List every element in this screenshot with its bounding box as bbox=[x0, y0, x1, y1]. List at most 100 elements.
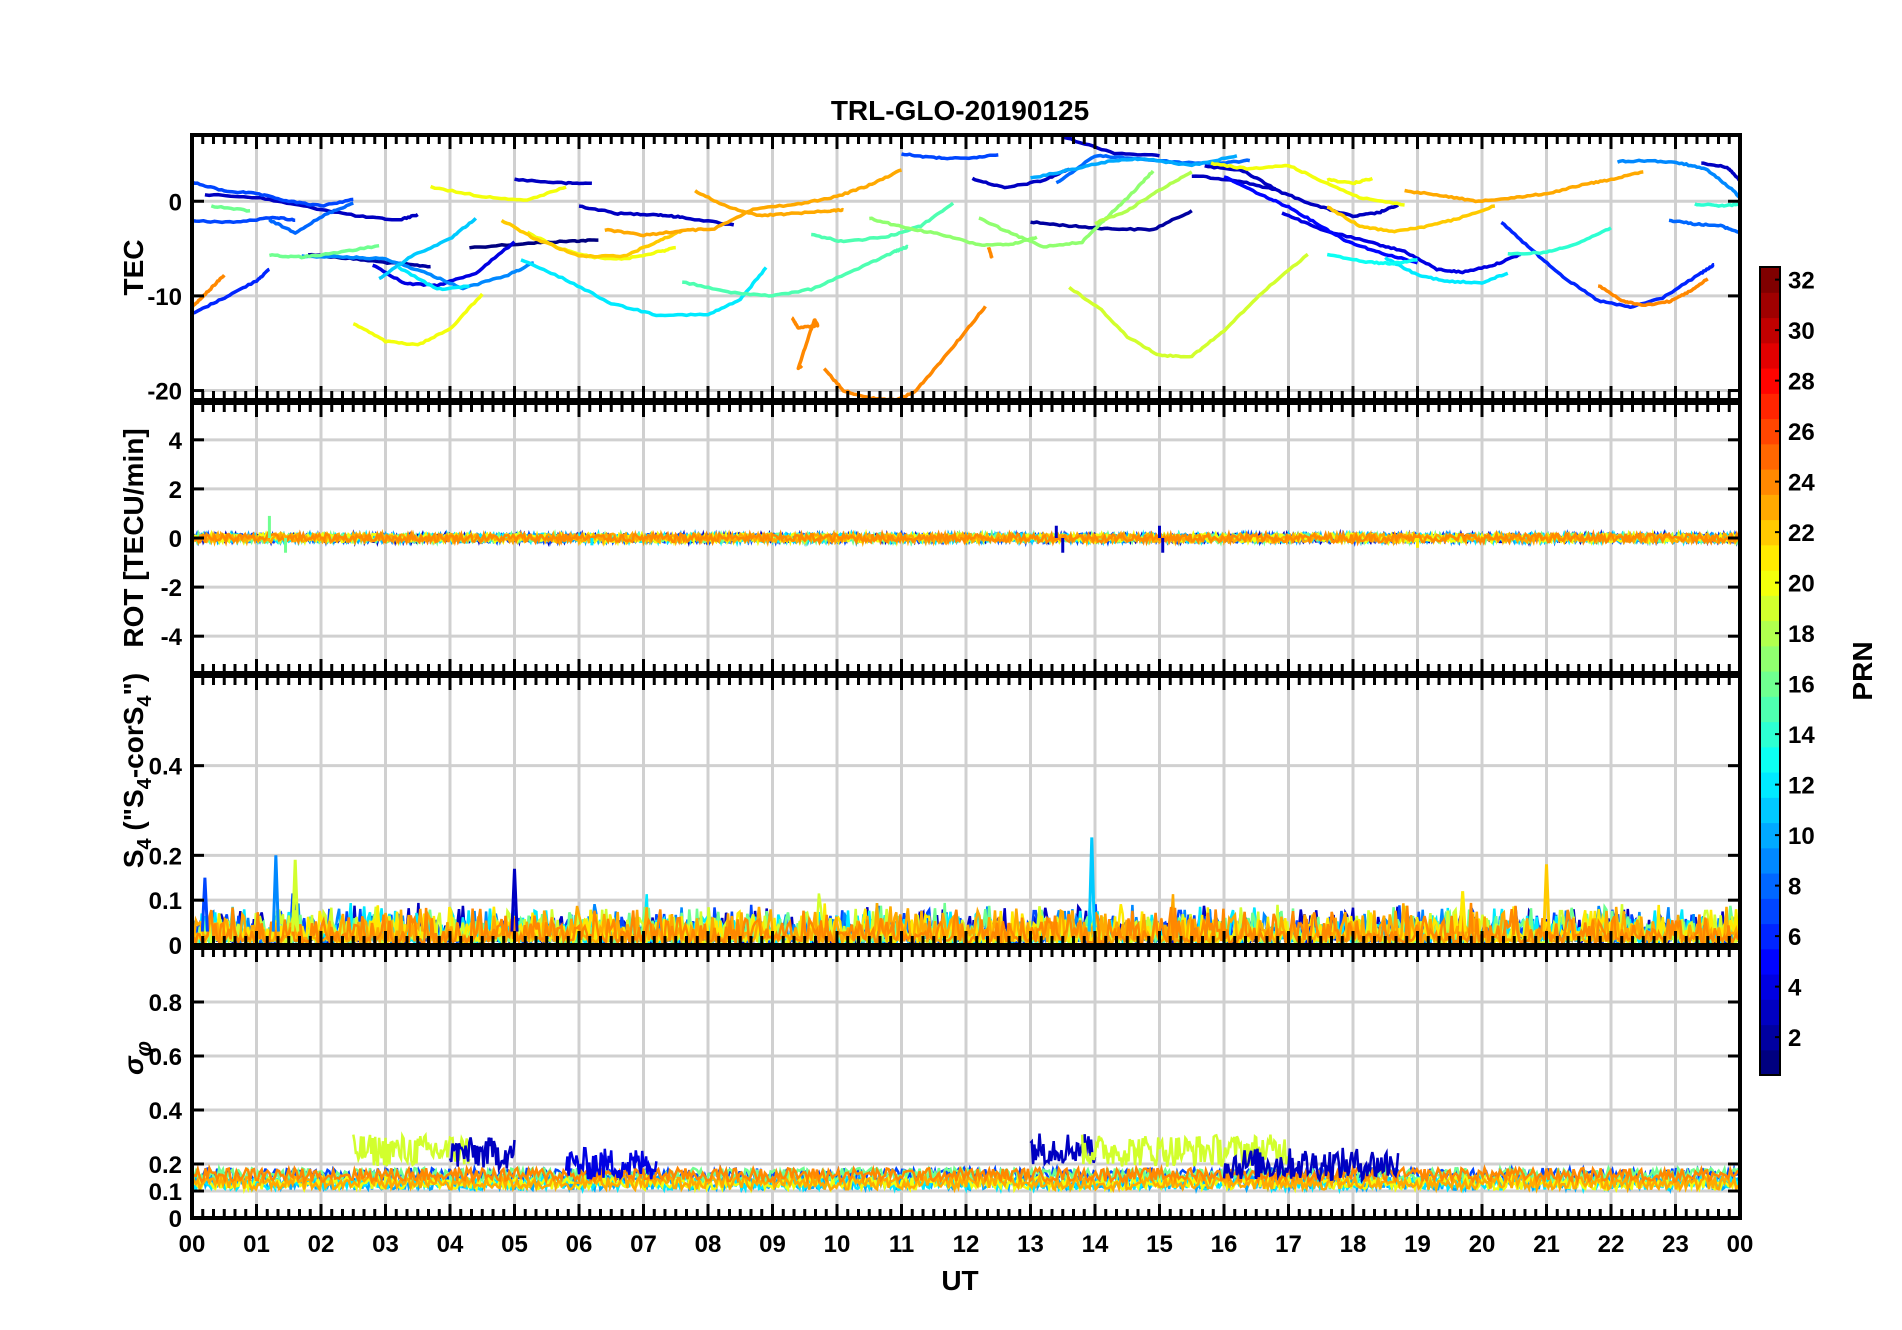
y-tick-label: 0.1 bbox=[149, 1179, 182, 1206]
colorbar-swatch bbox=[1760, 393, 1780, 420]
x-tick-label: 23 bbox=[1662, 1231, 1689, 1258]
colorbar-tick-label: 2 bbox=[1788, 1025, 1801, 1052]
x-tick-label: 08 bbox=[695, 1231, 722, 1258]
colorbar-swatch bbox=[1760, 595, 1780, 622]
colorbar-frame bbox=[1759, 266, 1781, 1076]
colorbar-tick-label: 30 bbox=[1788, 318, 1815, 345]
x-tick-label: 19 bbox=[1404, 1231, 1431, 1258]
s4-peak bbox=[291, 859, 300, 932]
x-axis-label: UT bbox=[941, 1265, 978, 1296]
tec-series-prn12 bbox=[397, 265, 470, 292]
x-tick-label: 20 bbox=[1469, 1231, 1496, 1258]
x-ticks-rot bbox=[190, 403, 1742, 673]
x-tick-label: 02 bbox=[308, 1231, 335, 1258]
tec-series-prn17 bbox=[869, 216, 1038, 248]
colorbar-swatch bbox=[1760, 948, 1780, 975]
colorbar-swatch bbox=[1760, 544, 1780, 571]
tec-series-prn12 bbox=[520, 258, 768, 318]
colorbar-tick-label: 12 bbox=[1788, 773, 1815, 800]
y-tick-label: 0.4 bbox=[149, 1098, 183, 1125]
s4-peak bbox=[271, 855, 280, 932]
tec-series-prn23 bbox=[604, 168, 902, 238]
tec-series-prn12 bbox=[1384, 256, 1509, 285]
colorbar-swatch bbox=[1760, 570, 1780, 596]
panel-tec: -20 -10 0 TEC bbox=[118, 133, 1742, 406]
tec-series-prn23 bbox=[694, 189, 845, 218]
x-tick-label: 01 bbox=[243, 1231, 270, 1258]
panel-s4: 0 0.1 0.2 0.4S4 ("S4-corS4") bbox=[118, 673, 1742, 960]
colorbar-swatch bbox=[1760, 974, 1780, 1000]
colorbar-swatch bbox=[1760, 519, 1780, 546]
tec-series-prn20 bbox=[1210, 161, 1405, 207]
tec-series-prn5 bbox=[1223, 175, 1419, 265]
y-tick-label: -4 bbox=[161, 624, 183, 651]
sigma-elevated-prn4 bbox=[564, 1146, 658, 1181]
colorbar-tick-label: 20 bbox=[1788, 571, 1815, 598]
s4-peak bbox=[1087, 837, 1096, 932]
grid-s4 bbox=[192, 676, 1740, 947]
x-tick-label: 00 bbox=[179, 1231, 206, 1258]
series-sigma_phi bbox=[192, 1131, 1740, 1195]
colorbar-tick-label: 26 bbox=[1788, 419, 1815, 446]
colorbar-swatch bbox=[1760, 822, 1780, 849]
tec-series-prn7 bbox=[192, 180, 354, 208]
tec-series-prn3 bbox=[578, 204, 735, 227]
y-tick-label: 0 bbox=[169, 1206, 182, 1233]
tec-series-prn23 bbox=[1404, 170, 1644, 204]
tec-series-prn20 bbox=[429, 184, 567, 202]
tec-series-prn24 bbox=[822, 305, 987, 400]
colorbar-swatch bbox=[1760, 494, 1780, 521]
colorbar-swatch bbox=[1760, 797, 1780, 824]
colorbar-swatch bbox=[1760, 620, 1780, 647]
tec-series-prn6 bbox=[192, 267, 271, 315]
colorbar-swatch bbox=[1760, 746, 1780, 773]
tec-series-prn1 bbox=[469, 238, 599, 250]
y-tick-label: 0.1 bbox=[149, 888, 182, 915]
tec-series-prn20 bbox=[352, 292, 484, 347]
s4-peak bbox=[200, 877, 209, 932]
x-tick-label: 14 bbox=[1082, 1231, 1109, 1258]
tec-series-prn3 bbox=[1062, 135, 1160, 158]
sigma-elevated-prn3 bbox=[448, 1137, 516, 1174]
tec-series-prn10 bbox=[1030, 154, 1238, 180]
y-axis-label-s4: S4 ("S4-corS4") bbox=[118, 673, 156, 868]
colorbar-swatch bbox=[1760, 443, 1780, 470]
tec-series-prn16 bbox=[269, 243, 380, 260]
y-tick-label: 0.8 bbox=[149, 990, 182, 1017]
colorbar-swatch bbox=[1760, 999, 1780, 1026]
y-axis-label-sigma: σφ bbox=[118, 1041, 156, 1075]
s4-peak bbox=[1542, 864, 1551, 932]
colorbar-swatch bbox=[1760, 772, 1780, 798]
chart-title: TRL-GLO-20190125 bbox=[831, 95, 1089, 126]
x-ticks-s4 bbox=[190, 676, 1742, 945]
x-ticks-tec bbox=[190, 135, 1742, 400]
x-tick-label: 17 bbox=[1275, 1231, 1302, 1258]
colorbar-swatch bbox=[1760, 847, 1780, 874]
colorbar-swatch bbox=[1760, 898, 1780, 925]
tec-series-prn15 bbox=[811, 201, 955, 244]
colorbar-tick-label: 6 bbox=[1788, 924, 1801, 951]
y-tick-label: 2 bbox=[169, 477, 182, 504]
y-tick-label: 0 bbox=[169, 189, 182, 216]
sigma-series-prn24 bbox=[192, 1163, 1740, 1187]
colorbar-tick-label: 28 bbox=[1788, 369, 1815, 396]
x-tick-label: 04 bbox=[437, 1231, 464, 1258]
y-tick-label: 0.4 bbox=[149, 754, 183, 781]
colorbar-swatch bbox=[1760, 418, 1780, 445]
colorbar-swatch bbox=[1760, 923, 1780, 950]
tec-series-prn20 bbox=[1326, 176, 1374, 186]
y-tick-label: 0.2 bbox=[149, 843, 182, 870]
y-tick-label: -20 bbox=[147, 379, 182, 406]
colorbar-tick-label: 8 bbox=[1788, 874, 1801, 901]
colorbar-tick-label: 16 bbox=[1788, 672, 1815, 699]
x-tick-label: 05 bbox=[501, 1231, 528, 1258]
y-tick-label: -10 bbox=[147, 284, 182, 311]
panel-sigma_phi: 00.10.2 0.4 0.6 0.8 σφ 00 01 02 03 04 05 06 07 08 09 10… bbox=[118, 946, 1753, 1258]
tec-series-prn9 bbox=[1616, 158, 1740, 199]
s4-peak bbox=[510, 868, 519, 932]
x-tick-label: 12 bbox=[953, 1231, 980, 1258]
tec-series-prn3 bbox=[1204, 164, 1277, 191]
tec-series-prn15 bbox=[682, 244, 909, 298]
tec-series-prn24 bbox=[986, 246, 994, 259]
colorbar-swatch bbox=[1760, 873, 1780, 899]
